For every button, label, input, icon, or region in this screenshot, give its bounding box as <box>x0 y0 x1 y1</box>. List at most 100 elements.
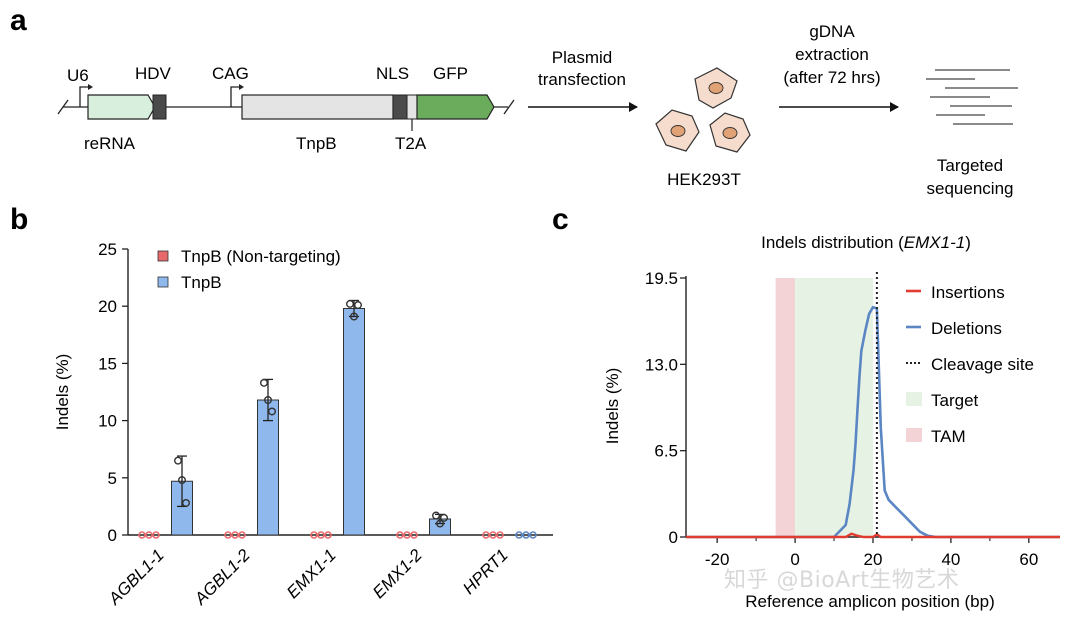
x-tick-label-c-2: 20 <box>864 550 883 569</box>
deletions-line <box>686 305 1060 539</box>
point-tnpb-4-0 <box>515 531 523 539</box>
point-nontargeting-2-1 <box>317 531 325 539</box>
insertions-line <box>686 532 1060 539</box>
y-tick-label-b-2: 10 <box>98 412 117 431</box>
point-tnpb-4-1 <box>522 531 530 539</box>
y-tick-label-c-2: 13.0 <box>645 355 678 374</box>
legend-c: Insertions Deletions Cleavage site Targe… <box>906 283 1034 446</box>
legend-label-tam: TAM <box>931 427 966 446</box>
step2-line3: (after 72 hrs) <box>783 68 880 87</box>
construct-diagram: U6 reRNA HDV CAG TnpB NLS T2A GFP <box>57 64 515 153</box>
x-tick-label-b-2: EMX1-1 <box>283 545 340 602</box>
legend-swatch-tnpb <box>157 276 169 288</box>
legend-label-deletions: Deletions <box>931 319 1002 338</box>
step3-line2: sequencing <box>927 179 1014 198</box>
point-nontargeting-0-0 <box>138 531 146 539</box>
y-tick-label-c-0: 0 <box>669 528 678 547</box>
point-nontargeting-3-0 <box>396 531 404 539</box>
step2-line2: extraction <box>795 45 869 64</box>
point-tnpb-0-1 <box>177 476 186 485</box>
panel-label-a: a <box>10 4 27 37</box>
point-tnpb-0-2 <box>181 498 190 507</box>
x-tick-label-b-3: EMX1-2 <box>369 545 426 602</box>
hdv-label: HDV <box>135 64 172 83</box>
t2a-box <box>406 94 418 120</box>
legend-label-nontargeting: TnpB (Non-targeting) <box>181 247 341 266</box>
x-tick-label-c-4: 60 <box>1019 550 1038 569</box>
legend-swatch-nontargeting <box>157 250 169 262</box>
panel-label-c: c <box>552 203 569 236</box>
point-nontargeting-4-0 <box>482 531 490 539</box>
x-tick-label-b-1: AGBL1-2 <box>190 545 254 609</box>
t2a-label: T2A <box>395 134 427 153</box>
cag-promoter-arrow <box>230 86 240 107</box>
cells-label: HEK293T <box>667 170 741 189</box>
point-nontargeting-4-1 <box>489 531 497 539</box>
point-nontargeting-0-2 <box>152 531 160 539</box>
point-tnpb-2-2 <box>354 301 363 310</box>
x-tick-label-c-3: 40 <box>941 550 960 569</box>
y-tick-label-c-1: 6.5 <box>654 442 678 461</box>
legend-label-cleavage: Cleavage site <box>931 355 1034 374</box>
chart-title-c: Indels distribution (EMX1-1) <box>761 233 971 252</box>
y-axis-label-b: Indels (%) <box>53 354 72 431</box>
point-tnpb-4-2 <box>529 531 537 539</box>
workflow: Plasmid transfection HEK293T gDNA extrac… <box>528 22 1018 198</box>
target-region <box>795 278 873 537</box>
point-tnpb-3-1 <box>436 519 445 528</box>
legend-swatch-target <box>906 392 922 406</box>
panel-label-b: b <box>10 203 28 236</box>
bar-chart: Indels (%) 0 5 10 15 20 25 AGBL1-1 AGBL1-2 EMX1… <box>53 240 553 609</box>
point-tnpb-2-0 <box>346 299 355 308</box>
x-axis-label-c: Reference amplicon position (bp) <box>745 592 994 611</box>
tam-region <box>775 278 796 537</box>
point-nontargeting-2-2 <box>324 531 332 539</box>
y-tick-label-c-3: 19.5 <box>645 269 678 288</box>
point-tnpb-0-0 <box>173 456 182 465</box>
rerna-box <box>87 94 156 120</box>
point-tnpb-3-2 <box>440 513 449 522</box>
point-nontargeting-3-2 <box>410 531 418 539</box>
legend-b: TnpB (Non-targeting) TnpB <box>157 247 341 292</box>
gfp-box <box>416 94 495 120</box>
point-nontargeting-1-1 <box>231 531 239 539</box>
y-tick-label-b-1: 5 <box>108 469 117 488</box>
point-nontargeting-1-2 <box>238 531 246 539</box>
x-tick-label-b-0: AGBL1-1 <box>104 545 168 609</box>
y-tick-label-b-5: 25 <box>98 240 117 259</box>
y-tick-label-b-0: 0 <box>108 526 117 545</box>
rerna-label: reRNA <box>84 134 136 153</box>
tnpb-box <box>241 94 394 120</box>
hdv-box <box>152 94 167 120</box>
point-tnpb-2-1 <box>350 312 359 321</box>
point-tnpb-3-0 <box>432 511 441 520</box>
nls-label: NLS <box>376 64 409 83</box>
point-nontargeting-2-0 <box>310 531 318 539</box>
u6-label: U6 <box>67 66 89 85</box>
line-chart: Indels distribution (EMX1-1) 0 6.5 13.0 19.… <box>603 233 1060 611</box>
gfp-label: GFP <box>433 64 468 83</box>
cag-label: CAG <box>212 64 249 83</box>
legend-label-target: Target <box>931 391 979 410</box>
x-tick-label-c-0: -20 <box>705 550 730 569</box>
step1-line2: transfection <box>538 70 626 89</box>
step2-line1: gDNA <box>809 22 855 41</box>
x-tick-label-c-1: 0 <box>790 550 799 569</box>
u6-promoter-arrow <box>79 86 89 107</box>
bar-tnpb-2 <box>343 307 365 536</box>
y-tick-label-b-3: 15 <box>98 354 117 373</box>
point-nontargeting-4-2 <box>496 531 504 539</box>
watermark: 知乎 @BioArt生物艺术 <box>724 568 960 593</box>
legend-label-tnpb: TnpB <box>181 273 222 292</box>
y-tick-label-b-4: 20 <box>98 297 117 316</box>
x-tick-label-b-4: HPRT1 <box>459 545 512 598</box>
cells-icon <box>655 67 751 153</box>
nls-box <box>392 94 408 120</box>
tnpb-label: TnpB <box>296 134 337 153</box>
point-tnpb-1-1 <box>264 396 273 405</box>
sequencing-reads-icon <box>926 69 1018 125</box>
step1-line1: Plasmid <box>552 48 612 67</box>
y-axis-label-c: Indels (%) <box>603 368 622 445</box>
point-nontargeting-0-1 <box>145 531 153 539</box>
